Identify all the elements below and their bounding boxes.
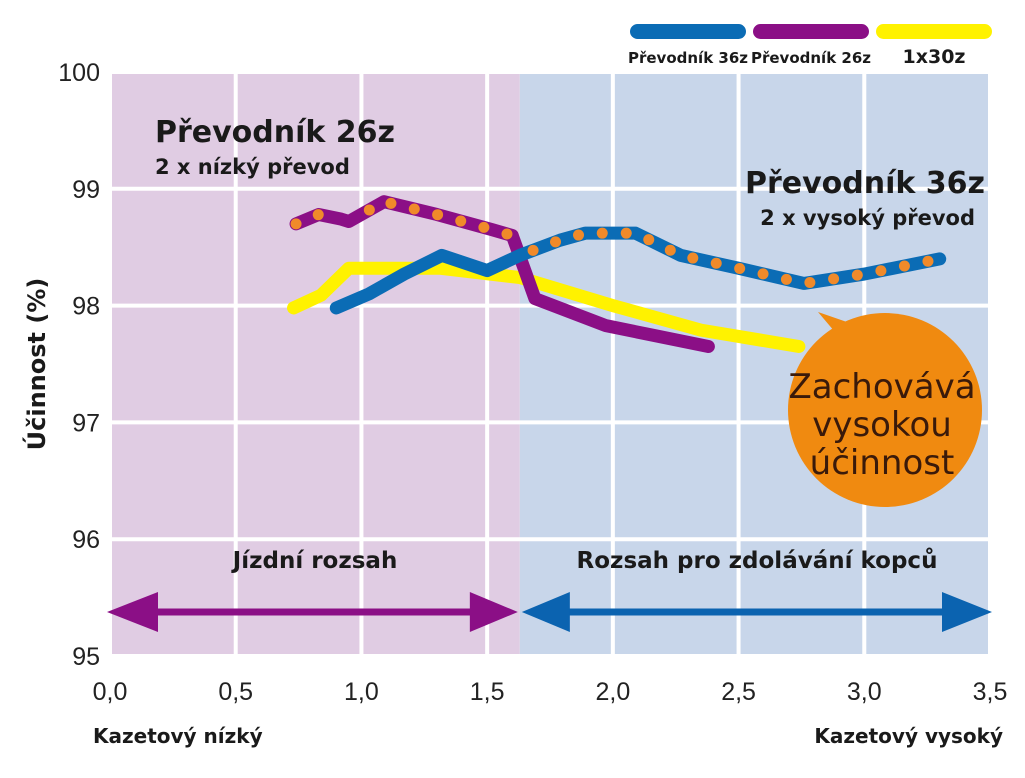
- arrow-head-right: [469, 592, 518, 632]
- x-tick-label: 3,5: [973, 678, 1008, 706]
- orange-dot: [573, 229, 585, 241]
- orange-dot: [804, 276, 816, 288]
- annotation-right-subtitle: 2 x vysoký převod: [760, 206, 975, 230]
- legend-swatch: [753, 24, 869, 39]
- x-tick-label: 3,0: [847, 678, 882, 706]
- orange-dot: [757, 268, 769, 280]
- orange-dot: [828, 273, 840, 285]
- orange-dot: [501, 228, 513, 240]
- orange-dot: [734, 262, 746, 274]
- series-lines: [287, 195, 947, 353]
- arrow-head-right: [942, 592, 992, 632]
- annotation-left-title: Převodník 26z: [155, 115, 395, 150]
- orange-dot: [478, 221, 490, 233]
- x-tick-label: 2,0: [595, 678, 630, 706]
- y-tick-label: 98: [72, 293, 100, 321]
- orange-dot: [643, 234, 655, 246]
- y-tick-label: 100: [58, 59, 100, 87]
- x-tick-label: 1,0: [344, 678, 379, 706]
- arrow-head-left: [521, 592, 570, 632]
- x-label-right: Kazetový vysoký: [814, 724, 1003, 748]
- y-tick-label: 97: [72, 409, 100, 437]
- orange-dot: [710, 257, 722, 269]
- orange-dot: [432, 209, 444, 221]
- orange-dot: [851, 269, 863, 281]
- x-tick-label: 0,5: [218, 678, 253, 706]
- y-tick-label: 96: [72, 526, 100, 554]
- orange-dot: [550, 236, 562, 248]
- region-label-driving: Jízdní rozsah: [231, 548, 398, 574]
- series-line-0: [329, 226, 947, 315]
- orange-dot: [312, 209, 324, 221]
- orange-dot: [780, 273, 792, 285]
- legend-label: 1x30z: [903, 46, 966, 68]
- callout-line-1: Zachovává: [788, 367, 975, 407]
- y-axis-label: Účinnost (%): [21, 278, 51, 451]
- orange-dot: [687, 252, 699, 264]
- annotation-right-title: Převodník 36z: [745, 166, 985, 201]
- orange-dot: [527, 244, 539, 256]
- orange-dot: [408, 203, 420, 215]
- orange-dot: [596, 227, 608, 239]
- callout-circle: [788, 313, 982, 507]
- y-tick-label: 99: [72, 176, 100, 204]
- arrow-head-left: [107, 592, 158, 632]
- legend-label: Převodník 26z: [751, 49, 871, 67]
- legend: Převodník 36z Převodník 26z 1x30z: [628, 24, 992, 68]
- region-label-climbing: Rozsah pro zdolávání kopců: [577, 547, 938, 574]
- orange-dot: [290, 218, 302, 230]
- orange-dot: [620, 227, 632, 239]
- callout-line-3: účinnost: [810, 443, 955, 483]
- callout-line-2: vysokou: [812, 405, 952, 445]
- x-tick-label: 1,5: [470, 678, 505, 706]
- orange-dot: [385, 197, 397, 209]
- tick-labels: 0,0 0,5 1,0 1,5 2,0 2,5 3,0 3,5 95 96 97 98 99 100: [58, 59, 1007, 706]
- orange-dot: [898, 260, 910, 272]
- x-tick-label: 2,5: [721, 678, 756, 706]
- orange-dot: [455, 215, 467, 227]
- legend-label: Převodník 36z: [628, 49, 748, 67]
- x-tick-label: 0,0: [93, 678, 128, 706]
- y-tick-label: 95: [72, 643, 100, 671]
- range-arrows: [107, 592, 992, 632]
- legend-swatch: [876, 24, 992, 39]
- orange-dot: [875, 265, 887, 277]
- annotation-left-subtitle: 2 x nízký převod: [155, 155, 350, 179]
- orange-dot: [922, 255, 934, 267]
- region-driving-range: [110, 72, 520, 656]
- orange-dot: [363, 204, 375, 216]
- callout-bubble: Zachovává vysokou účinnost: [788, 312, 982, 507]
- legend-swatch: [630, 24, 746, 39]
- x-label-left: Kazetový nízký: [93, 724, 263, 748]
- orange-dot: [664, 244, 676, 256]
